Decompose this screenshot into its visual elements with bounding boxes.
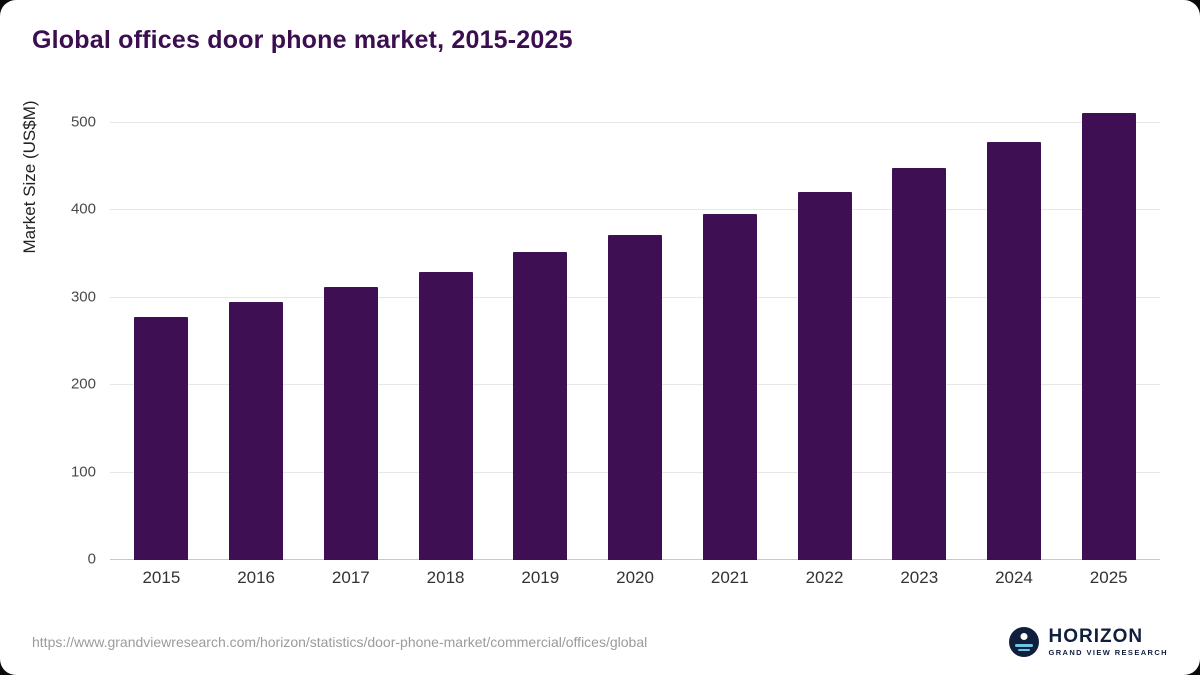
y-axis-label: Market Size (US$M) [20, 100, 39, 254]
y-tick-label-400: 400 [70, 200, 96, 218]
bar-2018 [418, 271, 473, 560]
bar-2019 [513, 252, 568, 560]
bar-2024 [986, 142, 1041, 560]
chart-title: Global offices door phone market, 2015-2… [32, 26, 573, 54]
y-tick-label-200: 200 [70, 375, 96, 393]
x-axis-labels: 2015 2016 2017 2018 2019 2020 2021 2022 2023 2024… [110, 568, 1160, 588]
footer: https://www.grandviewresearch.com/horizo… [0, 617, 1200, 675]
bar-slot-2023 [872, 168, 967, 560]
bar-slot-2022 [777, 192, 872, 560]
x-tick-label-2020: 2020 [616, 568, 654, 587]
bar-2015 [134, 317, 189, 560]
bar-slot-2024 [967, 142, 1062, 560]
x-tick-label-2018: 2018 [426, 568, 465, 587]
plot-area: 0 100 200 300 400 500 [71, 113, 1160, 568]
source-url: https://www.grandviewresearch.com/horizo… [32, 634, 648, 650]
bar-slot-2015 [114, 317, 209, 560]
horizon-logo-icon [1009, 627, 1040, 657]
gridline-400: 400 [71, 201, 1160, 218]
bars-layer [110, 113, 1160, 560]
bar-slot-2016 [209, 302, 304, 560]
bar-2025 [1081, 113, 1136, 560]
logo-name: HORIZON [1048, 626, 1144, 648]
x-tick-label-2017: 2017 [331, 568, 370, 587]
bar-2022 [797, 192, 852, 560]
y-tick-label-0: 0 [87, 550, 96, 568]
x-tick-label-2021: 2021 [710, 568, 749, 587]
x-tick-label-2015: 2015 [142, 568, 181, 587]
x-tick-label-2019: 2019 [521, 568, 560, 587]
brand-logo: HORIZON GRAND VIEW RESEARCH [1009, 627, 1168, 657]
y-tick-label-100: 100 [70, 463, 96, 481]
x-tick-label-2025: 2025 [1089, 568, 1128, 587]
bar-slot-2025 [1061, 113, 1156, 560]
bar-2020 [608, 234, 663, 560]
y-tick-label-300: 300 [70, 288, 96, 306]
bar-2023 [892, 168, 947, 560]
bar-slot-2018 [398, 271, 493, 560]
x-tick-label-2024: 2024 [995, 568, 1033, 587]
bar-2017 [323, 287, 378, 560]
y-tick-label-500: 500 [70, 113, 96, 131]
bar-slot-2020 [588, 234, 683, 560]
x-tick-label-2023: 2023 [900, 568, 939, 587]
x-tick-label-2022: 2022 [805, 568, 844, 587]
bar-slot-2019 [493, 252, 588, 560]
bar-2021 [702, 213, 757, 560]
bar-2016 [229, 302, 284, 560]
logo-subtitle: GRAND VIEW RESEARCH [1048, 648, 1168, 658]
x-tick-label-2016: 2016 [237, 568, 276, 587]
bar-slot-2021 [682, 213, 777, 560]
gridline-500: 500 [71, 114, 1160, 131]
bar-slot-2017 [303, 287, 398, 560]
